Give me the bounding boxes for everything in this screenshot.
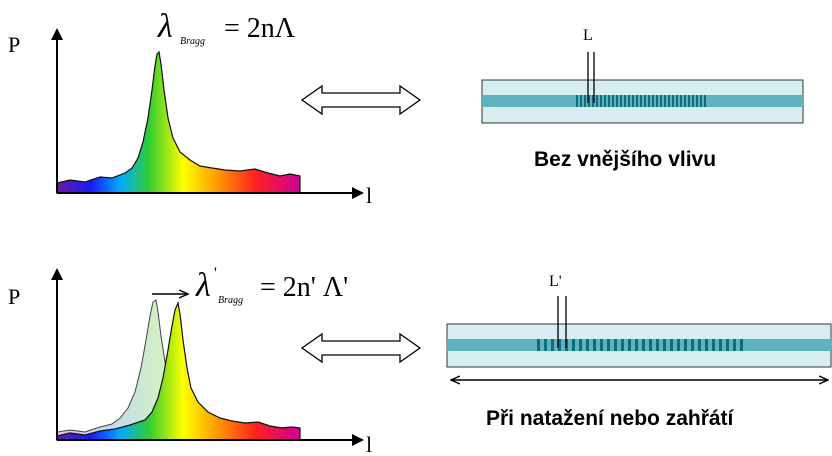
grating-line [684,339,687,351]
bottom-formula-lambda: λ [195,267,211,304]
grating-line [628,95,630,107]
grating-line [672,95,674,107]
grating-line [596,95,598,107]
grating-line [644,95,646,107]
bottom-bragg-formula: λ ' Bragg = 2n' Λ' [152,265,348,306]
top-caption: Bez vnějšího vlivu [534,148,716,171]
grating-line [676,95,678,107]
grating-line [586,339,589,351]
grating-line [537,339,540,351]
bottom-caption: Při natažení nebo zahřátí [486,407,735,430]
grating-line [726,339,729,351]
grating-line [663,339,666,351]
top-fiber-core [482,95,803,107]
grating-line [688,95,690,107]
grating-line [572,339,575,351]
top-spectrum-curve [56,50,301,194]
bottom-fiber: L' [446,273,832,380]
bottom-grating [537,339,743,351]
grating-line [656,95,658,107]
grating-line [592,95,594,107]
bottom-formula-prime: ' [214,265,217,282]
grating-line [740,339,743,351]
grating-line [628,339,631,351]
grating-line [584,95,586,107]
grating-line [705,339,708,351]
grating-line [656,339,659,351]
grating-line [621,339,624,351]
grating-line [700,95,702,107]
top-y-axis-label: P [8,32,20,57]
grating-line [635,339,638,351]
grating-line [636,95,638,107]
bottom-formula-subscript: Bragg [218,295,243,306]
grating-line [588,95,590,107]
grating-line [620,95,622,107]
grating-line [692,95,694,107]
grating-line [624,95,626,107]
grating-line [696,95,698,107]
bottom-spectrum-plot: P l [8,268,372,456]
grating-line [614,339,617,351]
grating-line [712,339,715,351]
bottom-y-axis-label: P [8,284,20,309]
top-formula-rhs: = 2nΛ [224,13,296,44]
grating-line [600,95,602,107]
bottom-grating-label: L' [549,273,562,290]
bottom-x-axis-label: l [366,432,372,456]
grating-line [580,95,582,107]
top-double-arrow [300,84,422,116]
grating-line [576,95,578,107]
top-formula-subscript: Bragg [180,36,205,47]
top-fiber: L [481,27,804,124]
grating-line [652,95,654,107]
grating-line [632,95,634,107]
grating-line [604,95,606,107]
top-grating-label: L [583,27,593,44]
grating-line [616,95,618,107]
grating-line [670,339,673,351]
top-bragg-formula: λ Bragg = 2nΛ [157,8,296,47]
top-grating [576,95,706,107]
grating-line [691,339,694,351]
grating-line [608,95,610,107]
bottom-formula-rhs: = 2n' Λ' [260,272,348,303]
grating-line [642,339,645,351]
grating-line [719,339,722,351]
top-spectrum-plot: P l [8,28,372,208]
grating-line [684,95,686,107]
grating-line [600,339,603,351]
grating-line [612,95,614,107]
grating-line [680,95,682,107]
bottom-fiber-core [447,339,831,351]
grating-line [544,339,547,351]
top-x-axis-label: l [366,183,372,208]
grating-line [640,95,642,107]
grating-line [660,95,662,107]
top-formula-lambda: λ [157,8,173,45]
grating-line [648,95,650,107]
grating-line [579,339,582,351]
grating-line [698,339,701,351]
grating-line [558,339,561,351]
grating-line [677,339,680,351]
bottom-double-arrow [300,332,422,364]
grating-line [704,95,706,107]
bottom-shifted-spectrum-curve [56,300,301,441]
grating-line [607,339,610,351]
grating-line [593,339,596,351]
grating-line [664,95,666,107]
grating-line [668,95,670,107]
grating-line [733,339,736,351]
grating-line [649,339,652,351]
grating-line [551,339,554,351]
